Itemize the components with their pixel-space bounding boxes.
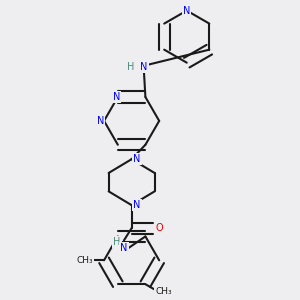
Text: N: N [97,116,104,126]
Text: N: N [134,200,141,210]
Text: N: N [140,62,148,72]
Text: H: H [127,62,135,72]
Text: O: O [156,223,164,233]
Text: N: N [120,243,128,253]
Text: H: H [113,237,121,247]
Text: CH₃: CH₃ [76,256,93,265]
Text: N: N [112,92,120,102]
Text: CH₃: CH₃ [155,286,172,296]
Text: N: N [134,154,141,164]
Text: N: N [183,6,190,16]
